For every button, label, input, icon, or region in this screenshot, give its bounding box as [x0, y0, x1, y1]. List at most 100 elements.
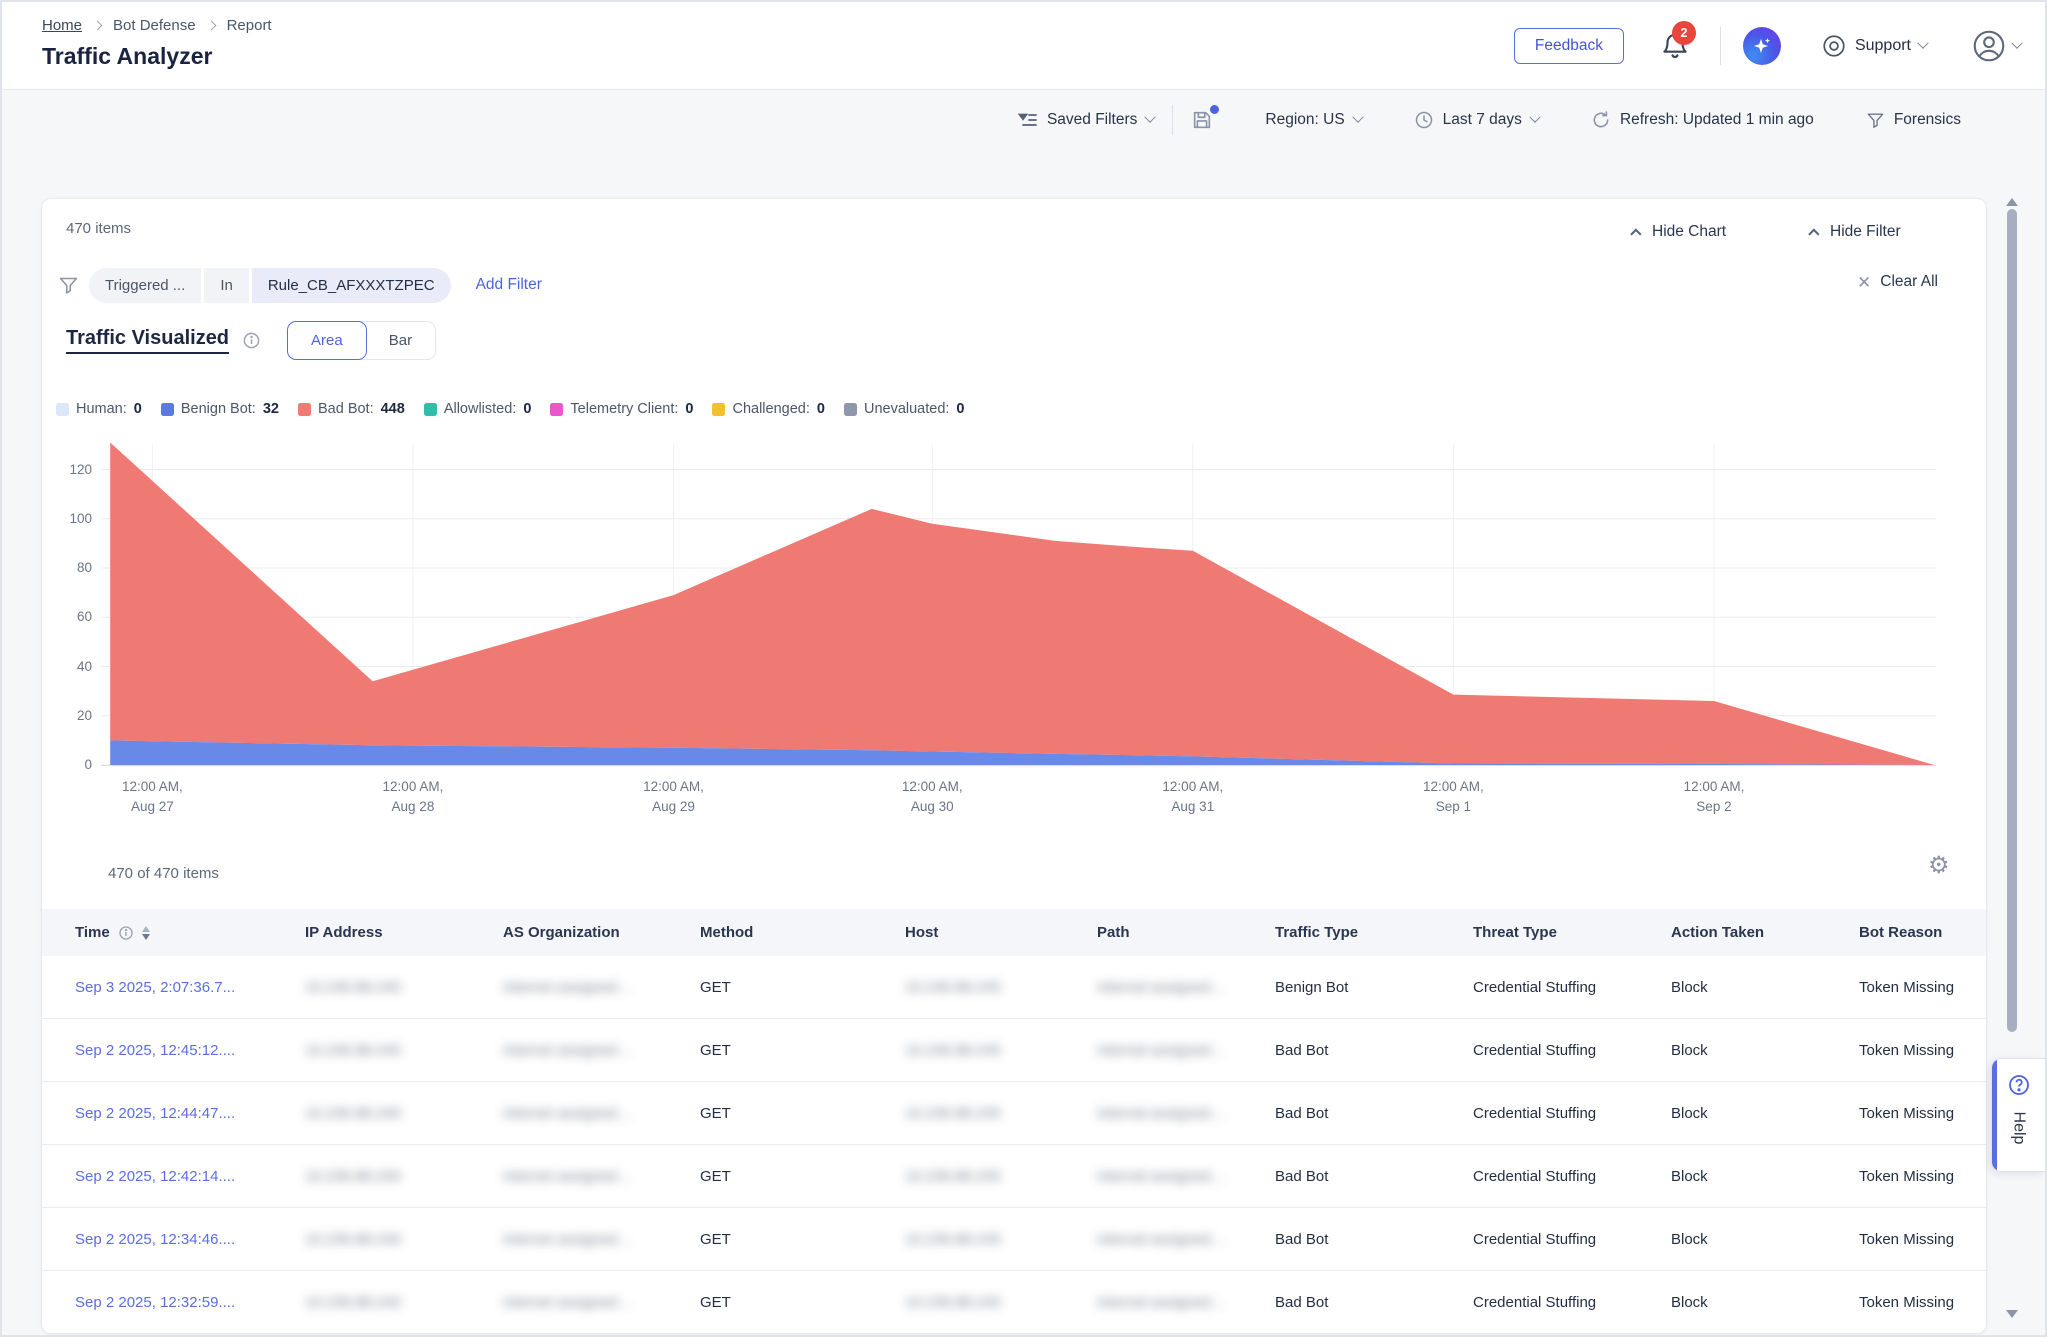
add-filter-button[interactable]: Add Filter	[476, 276, 542, 294]
legend-label: Telemetry Client:	[570, 401, 678, 417]
info-icon[interactable]	[118, 925, 134, 941]
chevron-right-icon	[206, 21, 216, 31]
legend-item[interactable]: Allowlisted:0	[424, 401, 532, 417]
chart-title[interactable]: Traffic Visualized	[66, 327, 229, 354]
breadcrumb-item[interactable]: Home	[42, 17, 82, 34]
cell-as_org: internet assigned…	[503, 1294, 700, 1311]
cell-traffic_type: Benign Bot	[1275, 979, 1473, 996]
cell-time[interactable]: Sep 2 2025, 12:32:59....	[75, 1294, 305, 1311]
column-header-label: Host	[905, 924, 938, 941]
column-header-time[interactable]: Time	[75, 924, 305, 941]
filter-chip[interactable]: Triggered ...	[89, 268, 201, 303]
cell-path: internal assigned…	[1097, 1231, 1275, 1248]
legend-swatch	[298, 403, 311, 416]
legend-swatch	[550, 403, 563, 416]
x-axis-tick-label: 12:00 AM, Sep 2	[1684, 777, 1745, 816]
clear-all-button[interactable]: ✕ Clear All	[1857, 273, 1938, 291]
filter-chip[interactable]: Rule_CB_AFXXXTZPEC	[252, 268, 451, 303]
scrollbar-up-arrow[interactable]	[2006, 198, 2018, 206]
info-icon[interactable]	[242, 331, 261, 350]
y-axis-tick-label: 40	[50, 659, 92, 674]
legend-item[interactable]: Challenged:0	[712, 401, 824, 417]
user-menu[interactable]	[1971, 28, 2021, 64]
x-axis-tick-label: 12:00 AM, Aug 27	[122, 777, 183, 816]
notifications-button[interactable]: 2	[1660, 30, 1690, 62]
x-axis-tick-label: 12:00 AM, Sep 1	[1423, 777, 1484, 816]
chart-type-bar-button[interactable]: Bar	[366, 322, 435, 359]
legend-item[interactable]: Benign Bot:32	[161, 401, 279, 417]
saved-filters-button[interactable]: Saved Filters	[1018, 111, 1154, 129]
region-select[interactable]: Region: US	[1265, 111, 1361, 129]
chart-header: Traffic Visualized AreaBar	[66, 321, 436, 360]
chevron-up-icon	[1808, 228, 1819, 239]
cell-time[interactable]: Sep 2 2025, 12:42:14....	[75, 1168, 305, 1185]
breadcrumb-item: Bot Defense	[113, 17, 196, 34]
cell-time[interactable]: Sep 3 2025, 2:07:36.7...	[75, 979, 305, 996]
refresh-button[interactable]: Refresh: Updated 1 min ago	[1591, 110, 1814, 130]
table-row: Sep 2 2025, 12:32:59....10.236.88.240int…	[42, 1271, 1986, 1334]
scrollbar-down-arrow[interactable]	[2006, 1310, 2018, 1318]
column-header-ip-address[interactable]: IP Address	[305, 924, 503, 941]
support-menu[interactable]: Support	[1821, 33, 1927, 59]
report-card: 470 items Hide Chart Hide Filter Trigger…	[41, 198, 1987, 1334]
cell-host: 10.236.88.245	[905, 1105, 1097, 1122]
cell-action_taken: Block	[1671, 1294, 1859, 1311]
legend-item[interactable]: Bad Bot:448	[298, 401, 405, 417]
table-items-summary: 470 of 470 items	[108, 865, 219, 882]
top-header: HomeBot DefenseReport Traffic Analyzer F…	[2, 2, 2045, 90]
sort-toggle[interactable]	[142, 926, 150, 940]
cell-time[interactable]: Sep 2 2025, 12:34:46....	[75, 1231, 305, 1248]
notification-badge: 2	[1672, 21, 1696, 45]
time-range-label: Last 7 days	[1443, 111, 1522, 129]
column-header-label: Path	[1097, 924, 1130, 941]
y-axis-tick-label: 80	[50, 560, 92, 575]
cell-time[interactable]: Sep 2 2025, 12:45:12....	[75, 1042, 305, 1059]
column-header-bot-reason[interactable]: Bot Reason	[1859, 924, 1986, 941]
legend-swatch	[56, 403, 69, 416]
cell-method: GET	[700, 979, 905, 996]
column-header-as-organization[interactable]: AS Organization	[503, 924, 700, 941]
cell-threat_type: Credential Stuffing	[1473, 1042, 1671, 1059]
scrollbar-thumb[interactable]	[2007, 209, 2017, 1032]
legend-item[interactable]: Human:0	[56, 401, 142, 417]
chart-type-area-button[interactable]: Area	[287, 321, 367, 360]
filter-list-icon	[1018, 111, 1038, 129]
cell-time[interactable]: Sep 2 2025, 12:44:47....	[75, 1105, 305, 1122]
hide-filter-button[interactable]: Hide Filter	[1812, 223, 1901, 241]
question-circle-icon	[2007, 1073, 2031, 1097]
breadcrumb: HomeBot DefenseReport	[42, 17, 272, 34]
forensics-button[interactable]: Forensics	[1866, 111, 1961, 130]
cell-host: 10.236.88.245	[905, 1294, 1097, 1311]
table-settings-gear-icon[interactable]: ⚙	[1928, 854, 1950, 878]
ai-assistant-button[interactable]	[1743, 27, 1781, 65]
hide-chart-button[interactable]: Hide Chart	[1634, 223, 1726, 241]
filter-chip[interactable]: In	[204, 268, 249, 303]
column-header-path[interactable]: Path	[1097, 924, 1275, 941]
time-range-select[interactable]: Last 7 days	[1414, 110, 1539, 130]
column-header-threat-type[interactable]: Threat Type	[1473, 924, 1671, 941]
column-header-host[interactable]: Host	[905, 924, 1097, 941]
cell-threat_type: Credential Stuffing	[1473, 1294, 1671, 1311]
chevron-up-icon	[1630, 228, 1641, 239]
cell-host: 10.236.88.245	[905, 1231, 1097, 1248]
feedback-button[interactable]: Feedback	[1514, 28, 1624, 64]
save-filter-button[interactable]	[1191, 109, 1213, 131]
help-tab[interactable]: Help	[1991, 1058, 2045, 1172]
chevron-down-icon	[1529, 112, 1540, 123]
cell-ip: 10.236.88.240	[305, 1294, 503, 1311]
forensics-label: Forensics	[1894, 111, 1961, 129]
legend-swatch	[712, 403, 725, 416]
table-row: Sep 2 2025, 12:45:12....10.236.88.240int…	[42, 1019, 1986, 1082]
cell-traffic_type: Bad Bot	[1275, 1042, 1473, 1059]
column-header-traffic-type[interactable]: Traffic Type	[1275, 924, 1473, 941]
help-label: Help	[2010, 1112, 2028, 1145]
column-header-action-taken[interactable]: Action Taken	[1671, 924, 1859, 941]
sort-desc-icon	[142, 934, 150, 940]
legend-count: 0	[956, 401, 964, 417]
legend-count: 0	[523, 401, 531, 417]
divider	[1172, 105, 1173, 135]
cell-bot_reason: Token Missing	[1859, 979, 1986, 996]
legend-item[interactable]: Unevaluated:0	[844, 401, 965, 417]
legend-item[interactable]: Telemetry Client:0	[550, 401, 693, 417]
column-header-method[interactable]: Method	[700, 924, 905, 941]
